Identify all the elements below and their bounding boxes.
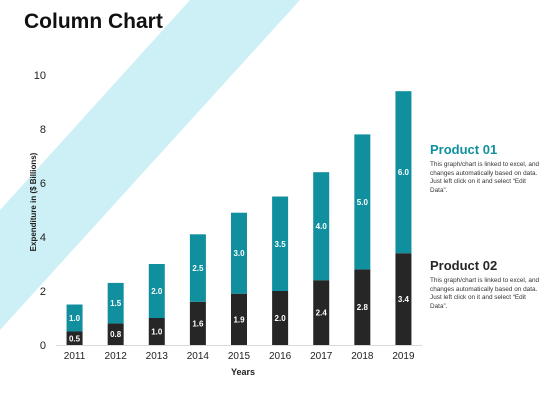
legend-product-01-description: This graph/chart is linked to excel, and… <box>430 161 540 194</box>
data-label-2015-product-01: 3.0 <box>233 249 245 258</box>
data-label-2015-product-02: 1.9 <box>233 315 245 324</box>
bar-2017-product-01 <box>313 172 330 281</box>
legend-product-02: Product 02 This graph/chart is linked to… <box>430 258 545 311</box>
data-label-2018-product-01: 5.0 <box>357 198 369 207</box>
legend-product-01-name: Product 01 <box>430 142 498 157</box>
x-tick-label-2012: 2012 <box>105 351 128 362</box>
data-label-2017-product-01: 4.0 <box>316 222 328 231</box>
bar-2013-product-02 <box>148 318 165 345</box>
bar-2018-product-02 <box>354 269 371 345</box>
y-tick-label-4: 4 <box>40 232 46 244</box>
x-tick-label-2017: 2017 <box>310 351 333 362</box>
x-tick-label-2013: 2013 <box>146 351 169 362</box>
data-label-2012-product-02: 0.8 <box>110 330 122 339</box>
y-tick-label-2: 2 <box>40 286 46 298</box>
data-label-2012-product-01: 1.5 <box>110 299 122 308</box>
bar-2013-product-01 <box>148 264 165 318</box>
data-label-2013-product-02: 1.0 <box>151 328 163 337</box>
bar-2014-product-02 <box>189 301 206 345</box>
bar-2016-product-02 <box>272 291 289 345</box>
x-axis-label: Years <box>231 367 255 377</box>
x-tick-label-2016: 2016 <box>269 351 292 362</box>
bar-2011-product-02 <box>66 331 83 345</box>
bar-2019-product-01 <box>395 91 412 254</box>
data-label-2016-product-02: 2.0 <box>275 314 287 323</box>
x-tick-label-2019: 2019 <box>392 351 415 362</box>
x-tick-label-2015: 2015 <box>228 351 251 362</box>
y-tick-label-0: 0 <box>40 340 46 352</box>
legend-product-01: Product 01 This graph/chart is linked to… <box>430 142 545 195</box>
x-tick-label-2011: 2011 <box>64 351 86 362</box>
data-label-2011-product-01: 1.0 <box>69 314 81 323</box>
bar-2015-product-02 <box>231 293 247 345</box>
data-label-2013-product-01: 2.0 <box>151 287 163 296</box>
bar-2012-product-01 <box>107 282 124 324</box>
bar-2019-product-02 <box>395 253 412 345</box>
bar-2017-product-02 <box>313 280 330 345</box>
data-label-2017-product-02: 2.4 <box>316 309 328 318</box>
bar-2018-product-01 <box>354 134 371 270</box>
y-axis-label: Expenditure in ($ Billions) <box>29 152 38 251</box>
bar-2015-product-01 <box>231 212 247 294</box>
y-tick-label-10: 10 <box>34 70 46 82</box>
data-label-2011-product-02: 0.5 <box>69 334 81 343</box>
bar-2016-product-01 <box>272 196 289 291</box>
legend-product-02-description: This graph/chart is linked to excel, and… <box>430 277 540 310</box>
bar-2011-product-01 <box>66 304 83 332</box>
bar-2012-product-02 <box>107 323 124 345</box>
data-label-2018-product-02: 2.8 <box>357 303 369 312</box>
data-label-2019-product-02: 3.4 <box>398 295 410 304</box>
data-label-2019-product-01: 6.0 <box>398 168 410 177</box>
x-tick-label-2018: 2018 <box>351 351 374 362</box>
data-label-2014-product-01: 2.5 <box>192 264 204 273</box>
x-tick-label-2014: 2014 <box>187 351 210 362</box>
data-label-2016-product-01: 3.5 <box>275 240 287 249</box>
bar-2014-product-01 <box>189 234 206 302</box>
page-title: Column Chart <box>24 10 163 33</box>
y-tick-label-8: 8 <box>40 124 46 136</box>
y-tick-label-6: 6 <box>40 178 46 190</box>
legend-product-02-name: Product 02 <box>430 258 498 273</box>
data-label-2014-product-02: 1.6 <box>192 319 204 328</box>
